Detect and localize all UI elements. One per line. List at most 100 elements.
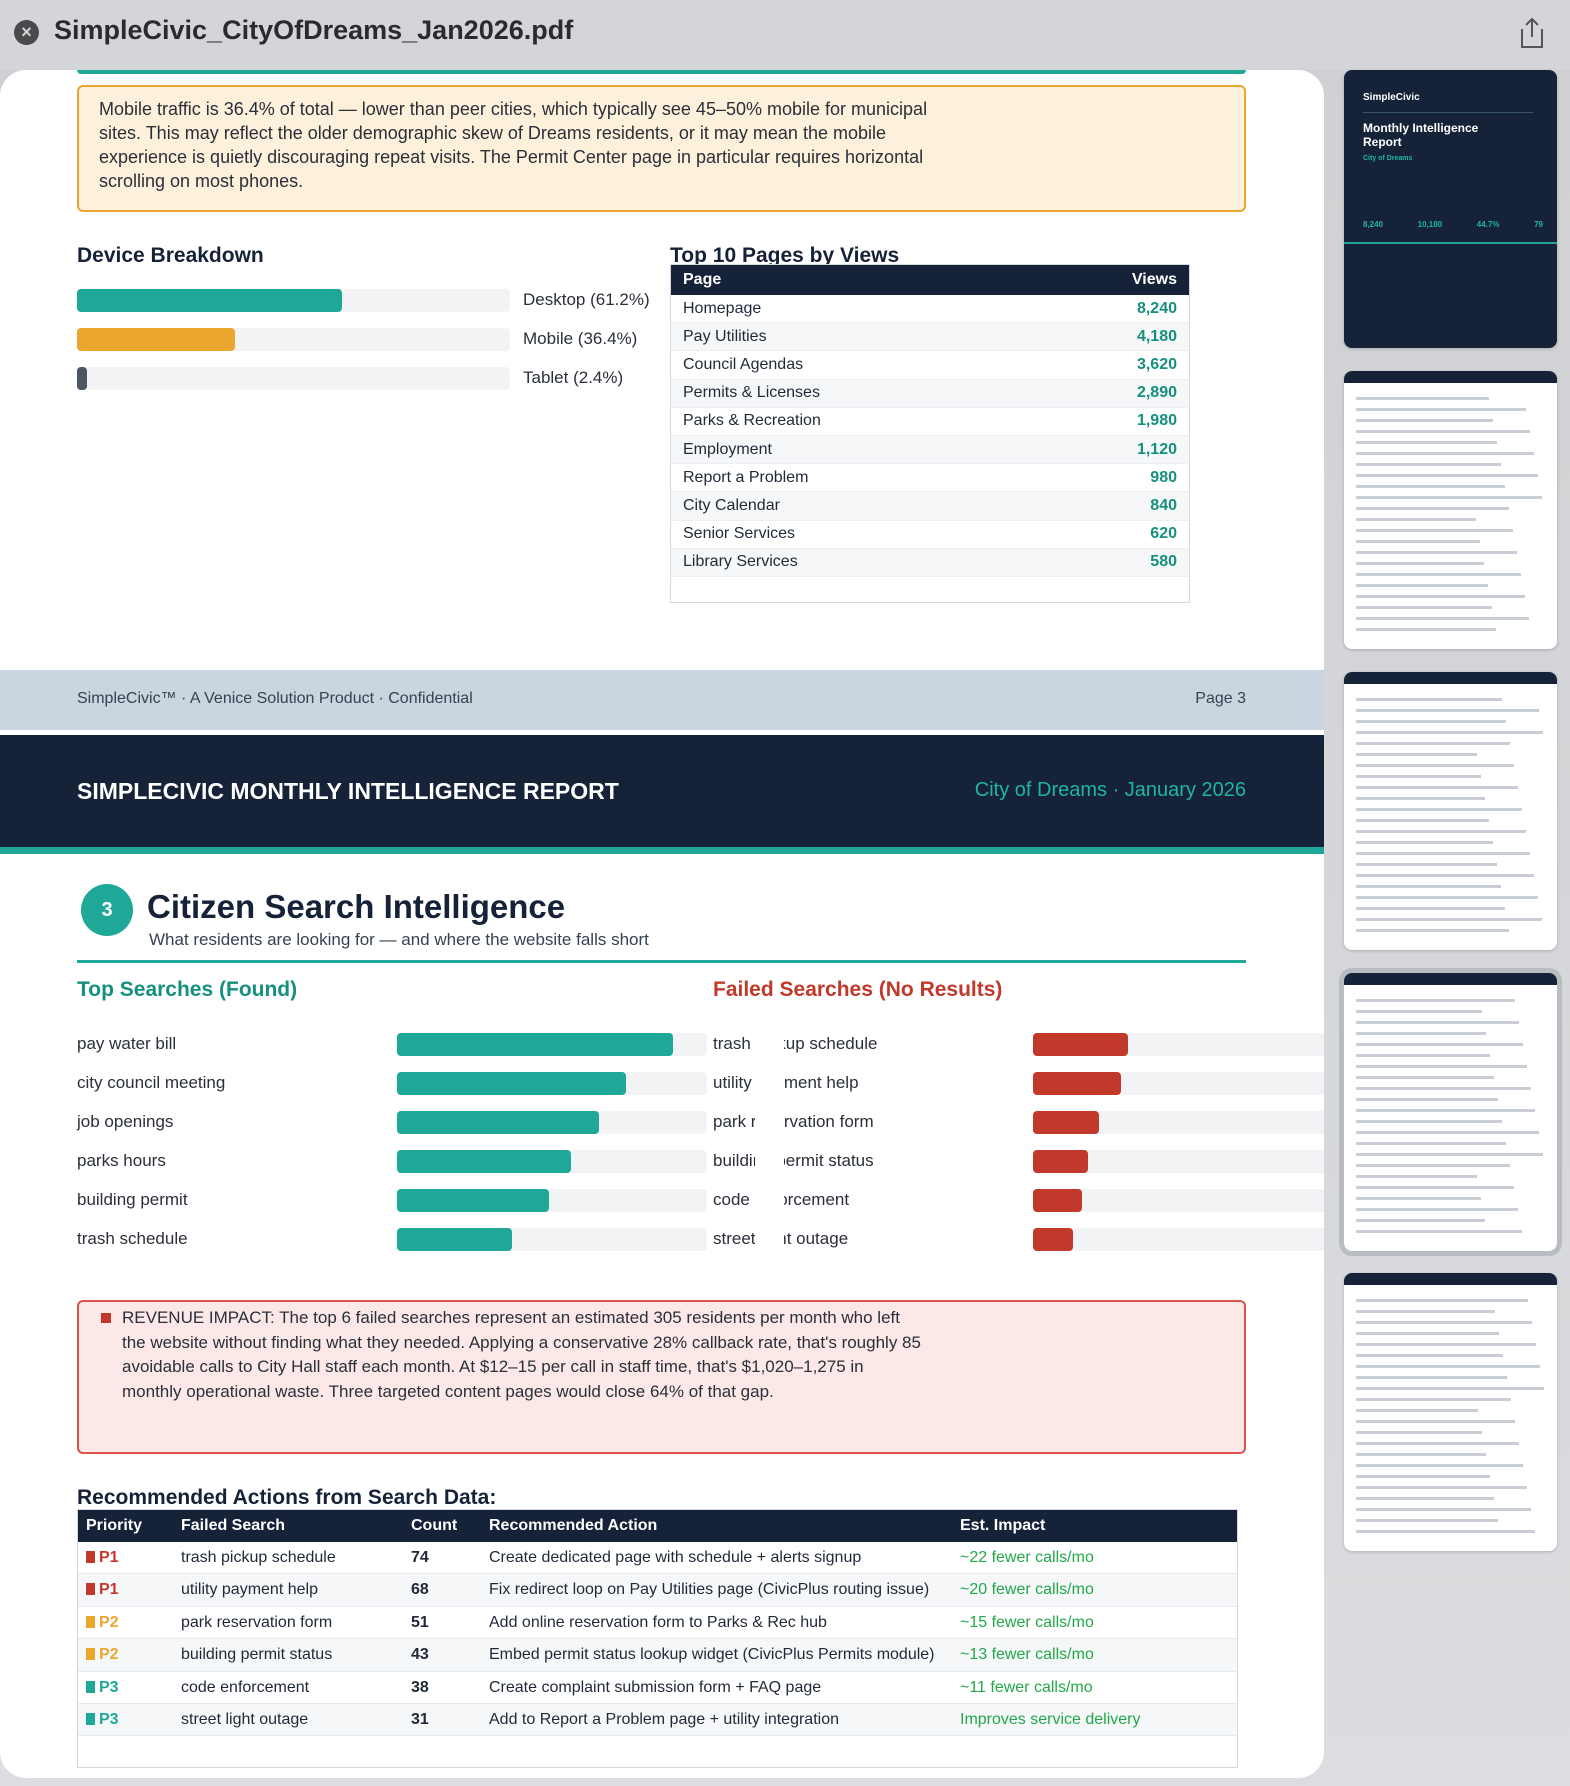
thumb-line <box>1356 628 1496 631</box>
page-views: 2,890 <box>1136 384 1177 402</box>
failed-bar-track <box>1033 1228 1324 1251</box>
found-bar-track <box>397 1072 707 1095</box>
failed-bar-track <box>1033 1189 1324 1212</box>
estimated-impact: ~22 fewer calls/mo <box>960 1549 1094 1566</box>
table-row: Permits & Licenses 2,890 <box>671 379 1189 408</box>
top-pages-title: Top 10 Pages by Views <box>670 244 900 267</box>
thumb-line <box>1356 742 1510 745</box>
failed-search: street light outage <box>181 1710 309 1728</box>
page-number: Page 3 <box>1195 690 1246 707</box>
callout-edge <box>77 70 1246 74</box>
failed-search: park reservation form <box>181 1613 333 1631</box>
priority-label: P3 <box>99 1678 119 1696</box>
table-row: P2 building permit status 43 Embed permit s… <box>78 1639 1237 1672</box>
failed-search-label: trash pickup schedule <box>713 1034 878 1053</box>
actions-title: Recommended Actions from Search Data: <box>77 1486 497 1509</box>
device-bar-track <box>77 328 510 351</box>
priority-square-icon <box>86 1648 95 1661</box>
page-views: 1,980 <box>1136 412 1177 430</box>
column-header: Count <box>411 1517 458 1534</box>
thumb-line <box>1356 1065 1527 1068</box>
found-bar-fill <box>397 1150 571 1173</box>
thumb-line <box>1356 551 1517 554</box>
failed-bar-fill <box>1033 1228 1073 1251</box>
search-count: 38 <box>411 1678 429 1696</box>
alert-square-icon <box>101 1313 111 1323</box>
estimated-impact: ~15 fewer calls/mo <box>960 1613 1094 1631</box>
thumbnail-page-4[interactable] <box>1339 968 1562 1256</box>
found-search-label: pay water bill <box>77 1034 177 1053</box>
thumb-line <box>1356 1420 1515 1423</box>
estimated-impact: ~11 fewer calls/mo <box>960 1678 1093 1696</box>
thumb-line <box>1356 419 1493 422</box>
mobile-callout: Mobile traffic is 36.4% of total — lower… <box>77 85 1246 212</box>
search-count: 31 <box>411 1710 429 1728</box>
column-header: Recommended Action <box>489 1517 658 1534</box>
thumb-line <box>1356 1098 1498 1101</box>
priority-badge: P3 <box>86 1704 119 1736</box>
thumb-line <box>1356 1409 1478 1412</box>
found-bar-track <box>397 1111 707 1134</box>
priority-square-icon <box>86 1551 95 1563</box>
close-icon[interactable]: × <box>14 20 39 45</box>
thumb-line <box>1356 1365 1540 1368</box>
thumbnail-page-5[interactable] <box>1344 1273 1557 1551</box>
thumb-line <box>1356 1087 1531 1090</box>
failed-bar-fill <box>1033 1150 1089 1173</box>
column-header: Est. Impact <box>960 1517 1046 1534</box>
thumb-line <box>1356 1197 1481 1200</box>
thumb-line <box>1356 1332 1499 1335</box>
thumb-line <box>1356 709 1539 712</box>
failed-searches-title: Failed Searches (No Results) <box>713 978 1003 1001</box>
thumb-line <box>1356 1021 1519 1024</box>
label-clip-mask <box>755 1149 784 1176</box>
thumb-line <box>1356 720 1506 723</box>
page-name: Library Services <box>683 553 798 571</box>
table-row: P2 park reservation form 51 Add online rese… <box>78 1607 1237 1640</box>
page-name: Council Agendas <box>683 355 804 373</box>
title-bar: × SimpleCivic_CityOfDreams_Jan2026.pdf <box>0 0 1570 70</box>
thumb-line <box>1356 1208 1518 1211</box>
thumbnail-page-1[interactable]: SimpleCivic Monthly Intelligence Report … <box>1344 70 1557 348</box>
section-subtitle: What residents are looking for — and whe… <box>149 930 649 949</box>
thumb-line <box>1356 540 1480 543</box>
thumb-line <box>1356 698 1502 701</box>
thumb-line <box>1356 1398 1511 1401</box>
share-icon[interactable] <box>1518 16 1546 50</box>
top-pages-table: Page Views Homepage 8,240 Pay Utilities 4,18… <box>670 264 1190 603</box>
label-clip-mask <box>755 1032 784 1059</box>
estimated-impact: ~13 fewer calls/mo <box>960 1646 1094 1664</box>
thumb-line <box>1356 808 1522 811</box>
failed-bar-fill <box>1033 1189 1083 1212</box>
table-row: Senior Services 620 <box>671 521 1189 549</box>
footer-text: SimpleCivic™ · A Venice Solution Product… <box>77 690 473 707</box>
found-search-label: building permit <box>77 1190 188 1209</box>
pdf-page-view[interactable]: Mobile traffic is 36.4% of total — lower… <box>0 70 1324 1778</box>
failed-search: building permit status <box>181 1646 333 1664</box>
thumb-line <box>1356 1109 1535 1112</box>
table-row: Employment 1,120 <box>671 435 1189 465</box>
found-search-label: job openings <box>77 1112 174 1131</box>
thumb-line <box>1356 1032 1486 1035</box>
device-bar-fill <box>77 289 342 312</box>
thumbnail-page-3[interactable] <box>1344 672 1557 950</box>
page-name: Report a Problem <box>683 468 809 486</box>
cover-stats: 8,240 10,180 44.7% 79 <box>1363 220 1543 229</box>
page-views: 620 <box>1150 525 1177 543</box>
actions-table: Priority Failed Search Count Recommended Ac… <box>77 1509 1238 1768</box>
thumb-line <box>1356 1475 1490 1478</box>
found-bar-fill <box>397 1189 549 1212</box>
page-views: 980 <box>1150 468 1177 486</box>
failed-bar-fill <box>1033 1072 1121 1095</box>
thumb-line <box>1356 408 1526 411</box>
thumb-line <box>1356 595 1525 598</box>
page-views: 840 <box>1150 496 1177 514</box>
priority-label: P2 <box>99 1646 119 1664</box>
thumb-header <box>1344 973 1557 985</box>
thumb-line <box>1356 1376 1507 1379</box>
section-title: Citizen Search Intelligence <box>147 888 566 925</box>
thumbnail-page-2[interactable] <box>1344 371 1557 649</box>
table-row: Library Services 580 <box>671 548 1189 577</box>
thumb-line <box>1356 1164 1510 1167</box>
failed-search-label: park reservation form <box>713 1112 874 1131</box>
